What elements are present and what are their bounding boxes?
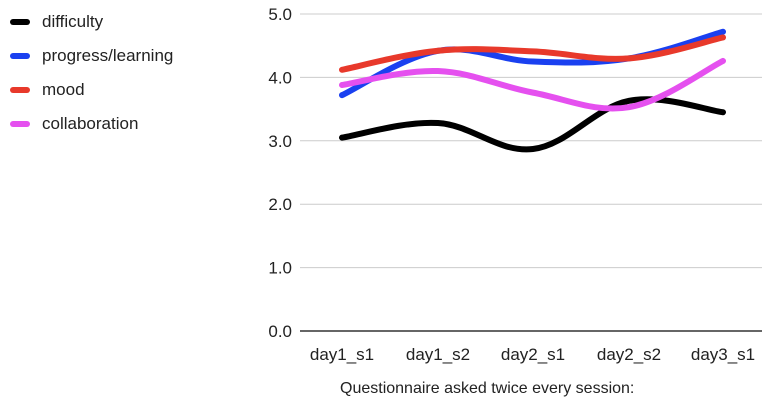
legend-item-mood: mood [10, 80, 173, 100]
legend-item-difficulty: difficulty [10, 12, 173, 32]
y-tick-label: 5.0 [268, 5, 292, 24]
legend-swatch-difficulty [10, 19, 30, 25]
x-axis-title: Questionnaire asked twice every session: [340, 380, 635, 397]
legend-label-difficulty: difficulty [42, 12, 104, 31]
series-line-collaboration [339, 57, 726, 112]
legend-swatch-collaboration [10, 121, 30, 127]
y-tick-label: 4.0 [268, 68, 292, 87]
legend-swatch-mood [10, 87, 30, 93]
legend: difficulty progress/learning mood collab… [10, 12, 173, 134]
x-tick-label: day1_s1 [310, 345, 374, 364]
legend-item-collaboration: collaboration [10, 114, 173, 134]
y-tick-label: 2.0 [268, 195, 292, 214]
y-tick-label: 1.0 [268, 259, 292, 278]
y-axis-ticks: 0.0 1.0 2.0 3.0 4.0 5.0 [268, 5, 292, 341]
legend-label-collaboration: collaboration [42, 114, 139, 133]
legend-swatch-progress-learning [10, 53, 30, 59]
series-line-mood [339, 34, 726, 73]
legend-label-progress-learning: progress/learning [42, 46, 174, 65]
x-tick-label: day3_s1 [691, 345, 755, 364]
x-tick-label: day1_s2 [406, 345, 470, 364]
series-lines [339, 28, 726, 153]
x-tick-label: day2_s2 [597, 345, 661, 364]
x-axis-ticks: day1_s1 day1_s2 day2_s1 day2_s2 day3_s1 [310, 345, 755, 364]
legend-item-progress-learning: progress/learning [10, 46, 173, 66]
y-tick-label: 0.0 [268, 322, 292, 341]
series-line-difficulty [339, 96, 726, 153]
y-tick-label: 3.0 [268, 132, 292, 151]
x-tick-label: day2_s1 [501, 345, 565, 364]
series-line-progress-learning [339, 28, 726, 99]
legend-label-mood: mood [42, 80, 85, 99]
